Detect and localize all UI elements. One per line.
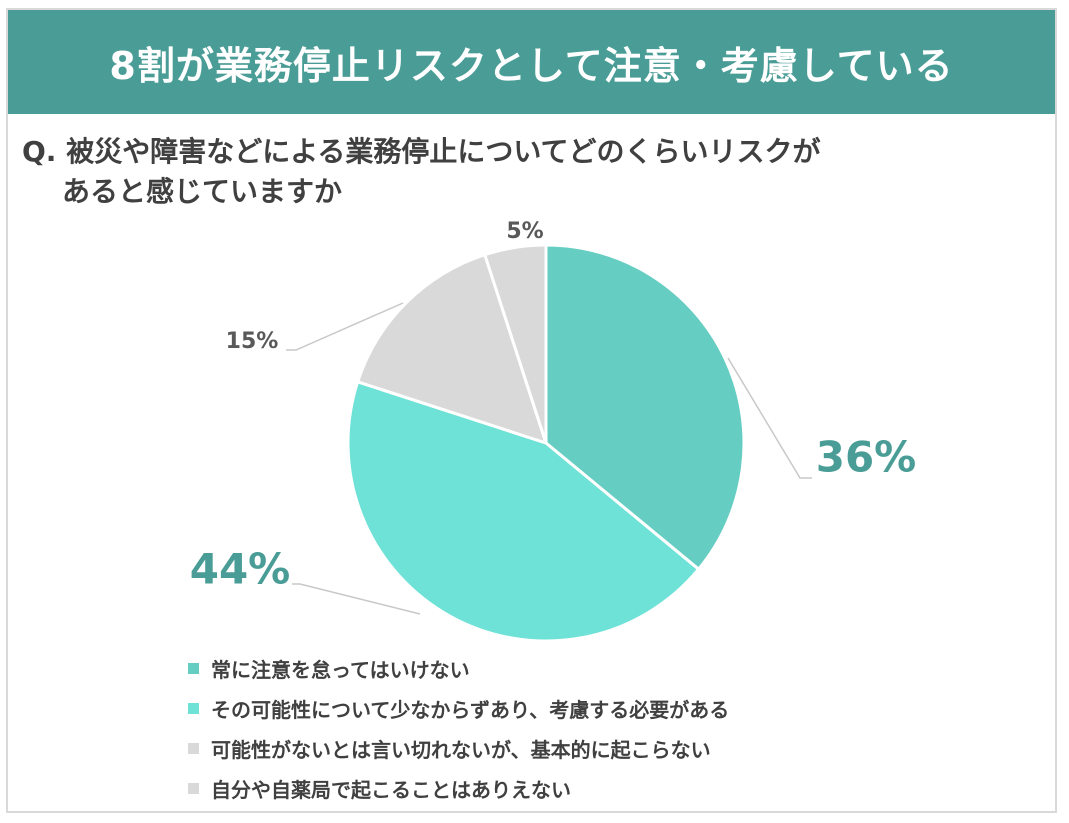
- data-labels: 36% 44% 15% 5%: [190, 219, 917, 594]
- data-label-4: 5%: [506, 219, 543, 244]
- question-line-2: あると感じていますか: [62, 175, 343, 208]
- question-line-1: Q. 被災や障害などによる業務停止についてどのくらいリスクが: [22, 135, 821, 168]
- title-banner: 8割が業務停止リスクとして注意・考慮している: [8, 10, 1055, 114]
- chart-frame: 8割が業務停止リスクとして注意・考慮している Q. 被災や障害などによる業務停止…: [6, 8, 1057, 813]
- legend-item-3: 可能性がないとは言い切れないが、基本的に起こらない: [188, 728, 729, 768]
- leader-line-3: [286, 302, 404, 351]
- page-title: 8割が業務停止リスクとして注意・考慮している: [109, 43, 954, 88]
- legend-label-4: 自分や自薬局で起こることはありえない: [211, 777, 571, 802]
- legend-item-2: その可能性について少なからずあり、考慮する必要がある: [188, 688, 729, 728]
- leader-lines: [286, 302, 812, 615]
- legend-item-4: 自分や自薬局で起こることはありえない: [188, 768, 729, 808]
- pie-slice-2: [346, 379, 701, 643]
- data-label-2: 44%: [190, 545, 291, 594]
- pie-slice-1: [544, 243, 746, 572]
- data-label-3: 15%: [226, 329, 279, 354]
- legend: 常に注意を怠ってはいけないその可能性について少なからずあり、考慮する必要がある可…: [188, 648, 729, 808]
- question-text: Q. 被災や障害などによる業務停止についてどのくらいリスクが あると感じています…: [22, 132, 1032, 212]
- legend-label-1: 常に注意を怠ってはいけない: [211, 657, 470, 682]
- legend-swatch-4: [188, 782, 199, 794]
- pie-slices: [346, 243, 746, 643]
- legend-item-1: 常に注意を怠ってはいけない: [188, 648, 729, 688]
- legend-swatch-3: [188, 742, 199, 754]
- legend-swatch-1: [188, 662, 199, 674]
- pie-slice-4: [482, 243, 548, 444]
- legend-label-3: 可能性がないとは言い切れないが、基本的に起こらない: [211, 737, 711, 762]
- legend-swatch-2: [188, 702, 199, 714]
- data-label-1: 36%: [816, 433, 917, 482]
- legend-label-2: その可能性について少なからずあり、考慮する必要がある: [211, 697, 730, 722]
- leader-line-1: [727, 357, 812, 479]
- leader-line-2: [292, 583, 421, 615]
